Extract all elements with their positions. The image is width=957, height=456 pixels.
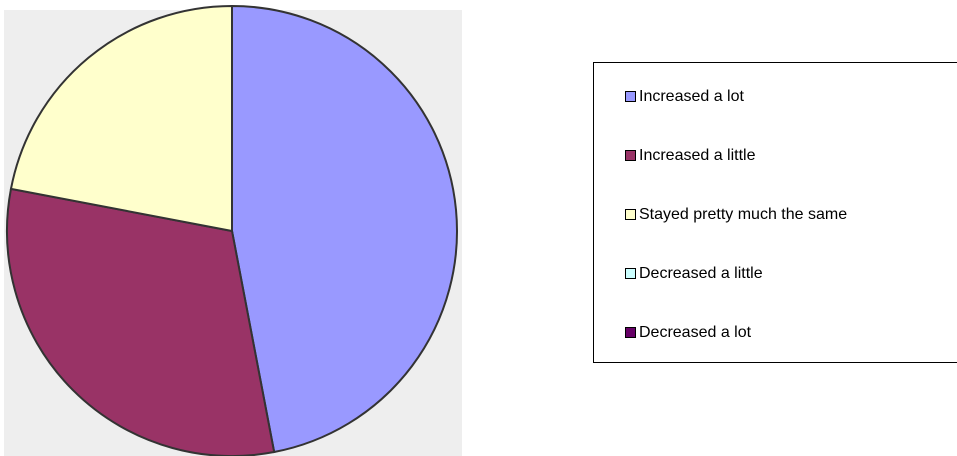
pie-slice: [231, 4, 458, 454]
legend-label: Increased a little: [639, 147, 756, 164]
legend-swatch: [625, 209, 636, 220]
legend-label: Decreased a little: [639, 265, 763, 282]
legend: [593, 62, 957, 363]
legend-swatch: [625, 91, 636, 102]
legend-label: Stayed pretty much the same: [639, 206, 847, 223]
pie-slice: [9, 4, 233, 233]
legend-label: Increased a lot: [639, 88, 745, 105]
legend-swatch: [625, 150, 636, 161]
legend-label: Decreased a lot: [639, 324, 752, 341]
legend-swatch: [625, 327, 636, 338]
legend-swatch: [625, 268, 636, 279]
pie-slice: [6, 187, 276, 456]
